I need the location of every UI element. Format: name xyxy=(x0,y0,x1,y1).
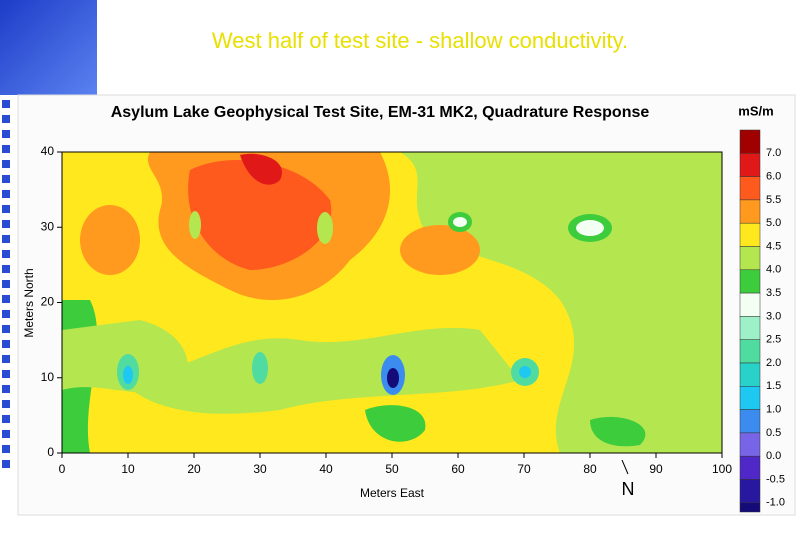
x-tick-label: 40 xyxy=(319,462,333,476)
y-tick-label: 10 xyxy=(41,370,55,384)
x-axis-label: Meters East xyxy=(360,486,425,500)
colorbar-block xyxy=(739,153,761,177)
colorbar-label: 5.0 xyxy=(766,217,781,229)
colorbar-block xyxy=(739,362,761,387)
y-axis-label: Meters North xyxy=(22,268,36,337)
colorbar-block xyxy=(739,292,761,317)
colorbar-label: 4.0 xyxy=(766,264,781,276)
colorbar-block xyxy=(739,432,761,457)
colorbar-label: 3.5 xyxy=(766,287,781,299)
contour-map xyxy=(62,152,722,453)
colorbar-label: 0.5 xyxy=(766,427,781,439)
y-tick-label: 0 xyxy=(47,445,54,459)
colorbar-block xyxy=(739,409,761,434)
x-tick-label: 90 xyxy=(649,462,663,476)
colorbar-block xyxy=(739,129,761,154)
colorbar-block xyxy=(739,246,761,271)
x-tick-label: 80 xyxy=(583,462,597,476)
x-tick-label: 0 xyxy=(59,462,66,476)
colorbar-block xyxy=(739,386,761,410)
colorbar-label: 3.0 xyxy=(766,310,781,322)
x-tick-label: 70 xyxy=(517,462,531,476)
colorbar-block xyxy=(739,502,761,513)
colorbar-label: 4.5 xyxy=(766,240,781,252)
edge-squares xyxy=(2,100,10,468)
x-tick-label: 10 xyxy=(121,462,135,476)
colorbar-block xyxy=(739,269,761,294)
colorbar-label: -1.0 xyxy=(766,497,785,509)
y-tick-label: 20 xyxy=(41,295,55,309)
x-tick-label: 60 xyxy=(451,462,465,476)
colorbar-unit: mS/m xyxy=(738,103,773,118)
colorbar-block xyxy=(739,176,761,201)
y-tick-label: 30 xyxy=(41,219,55,233)
y-tick-label: 40 xyxy=(41,144,55,158)
colorbar-label: 7.0 xyxy=(766,147,781,159)
north-label: N xyxy=(622,479,635,499)
colorbar-label: 2.0 xyxy=(766,357,781,369)
figure-title: Asylum Lake Geophysical Test Site, EM-31… xyxy=(111,104,650,121)
colorbar-label: 2.5 xyxy=(766,334,781,346)
colorbar-block xyxy=(739,339,761,364)
colorbar-label: 5.5 xyxy=(766,194,781,206)
colorbar-block xyxy=(739,316,761,340)
colorbar-label: 1.5 xyxy=(766,380,781,392)
colorbar-block xyxy=(739,222,761,247)
north-arrow xyxy=(621,459,629,475)
colorbar-label: -0.5 xyxy=(766,473,785,485)
colorbar-block xyxy=(739,455,761,480)
colorbar-label: 1.0 xyxy=(766,404,781,416)
colorbar-block xyxy=(739,479,761,504)
slide-title: West half of test site - shallow conduct… xyxy=(212,28,628,53)
x-tick-label: 100 xyxy=(712,462,732,476)
colorbar-label: 0.0 xyxy=(766,450,781,462)
x-tick-label: 20 xyxy=(187,462,201,476)
colorbar-label: 6.0 xyxy=(766,171,781,183)
x-tick-label: 50 xyxy=(385,462,399,476)
corner-decor xyxy=(0,0,97,95)
x-tick-label: 30 xyxy=(253,462,267,476)
colorbar-block xyxy=(739,199,761,224)
